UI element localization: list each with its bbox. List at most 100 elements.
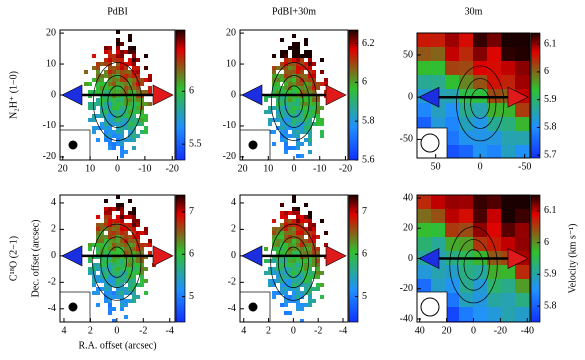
map-cell	[316, 98, 320, 102]
map-cell	[104, 58, 108, 62]
map-cell	[312, 90, 316, 94]
map-cell	[312, 78, 316, 82]
map-cell	[276, 126, 280, 130]
map-cell	[124, 235, 128, 239]
map-cell	[300, 295, 304, 299]
map-cell	[120, 130, 124, 134]
map-cell	[112, 90, 116, 94]
map-cell	[96, 303, 100, 307]
x-tick-label: 0	[478, 161, 483, 172]
x-tick-label: 0	[292, 163, 297, 174]
map-cell	[280, 287, 284, 291]
y-tick-label: -10	[43, 120, 56, 131]
colorbar-tick-label: 5.8	[362, 115, 375, 126]
x-tick-label: 40	[415, 325, 425, 336]
map-cell	[124, 271, 128, 275]
map-cell	[144, 130, 148, 134]
map-cell	[300, 110, 304, 114]
map-cell	[108, 54, 112, 58]
y-tick-label: 10	[46, 58, 56, 69]
map-cell	[300, 219, 304, 223]
map-cell	[487, 279, 501, 293]
map-cell	[284, 134, 288, 138]
map-cell	[120, 50, 124, 54]
map-cell	[272, 243, 276, 247]
map-cell	[300, 118, 304, 122]
map-cell	[459, 103, 473, 117]
map-cell	[136, 102, 140, 106]
map-cell	[104, 70, 108, 74]
map-cell	[132, 50, 136, 54]
map-cell	[284, 138, 288, 142]
map-cell	[296, 42, 300, 46]
map-cell	[284, 215, 288, 219]
map-cell	[312, 231, 316, 235]
map-cell	[124, 138, 128, 142]
map-cell	[304, 227, 308, 231]
map-cell	[445, 209, 459, 223]
beam	[420, 133, 440, 153]
y-tick-label: 0	[51, 89, 56, 100]
map-cell	[104, 219, 108, 223]
map-cell	[501, 237, 515, 251]
map-cell	[431, 209, 445, 223]
map-cell	[473, 131, 487, 145]
contour	[284, 85, 304, 118]
map-cell	[144, 54, 148, 58]
map-cell	[501, 209, 515, 223]
map-cell	[501, 265, 515, 279]
map-cell	[445, 145, 459, 158]
map-cell	[284, 70, 288, 74]
map-cell	[296, 90, 300, 94]
map-cell	[132, 275, 136, 279]
map-cell	[104, 291, 108, 295]
map-cell	[300, 247, 304, 251]
map-cell	[120, 70, 124, 74]
map-cell	[112, 259, 116, 263]
map-cell	[473, 237, 487, 251]
map-cell	[136, 86, 140, 90]
map-cell	[124, 259, 128, 263]
map-cell	[136, 118, 140, 122]
map-cell	[284, 279, 288, 283]
map-cell	[312, 70, 316, 74]
map-cell	[300, 126, 304, 130]
map-cell	[324, 243, 328, 247]
map-cell	[124, 86, 128, 90]
y-tick-label: 4	[51, 197, 56, 208]
map-cell	[284, 303, 288, 307]
x-tick-label: 0	[471, 325, 476, 336]
map-cell	[312, 122, 316, 126]
map-cell	[288, 275, 292, 279]
map-cell	[120, 134, 124, 138]
panel-title: PdBI	[107, 6, 128, 17]
map-cell	[431, 279, 445, 293]
map-cell	[96, 251, 100, 255]
map-cell	[288, 311, 292, 315]
map-cell	[108, 287, 112, 291]
map-cell	[136, 243, 140, 247]
colorbar-label: Velocity (km s⁻¹)	[567, 224, 578, 294]
map-cell	[304, 287, 308, 291]
map-cell	[128, 126, 132, 130]
contour	[278, 75, 310, 128]
map-cell	[276, 86, 280, 90]
map-cell	[264, 98, 268, 102]
map-cell	[487, 265, 501, 279]
map-cell	[288, 102, 292, 106]
map-cell	[132, 82, 136, 86]
map-cell	[108, 102, 112, 106]
map-cell	[288, 66, 292, 70]
map-cell	[268, 122, 272, 126]
x-tick-label: 0	[114, 325, 119, 336]
map-cell	[112, 251, 116, 255]
colorbar-tick-label: 5.5	[189, 138, 202, 149]
x-tick-label: -2	[314, 325, 322, 336]
map-cell	[284, 86, 288, 90]
x-tick-label: -10	[313, 163, 326, 174]
colorbar-tick-label: 5	[189, 291, 194, 302]
map-cell	[292, 275, 296, 279]
map-cell	[292, 199, 296, 203]
map-cell	[272, 267, 276, 271]
map-cell	[284, 239, 288, 243]
